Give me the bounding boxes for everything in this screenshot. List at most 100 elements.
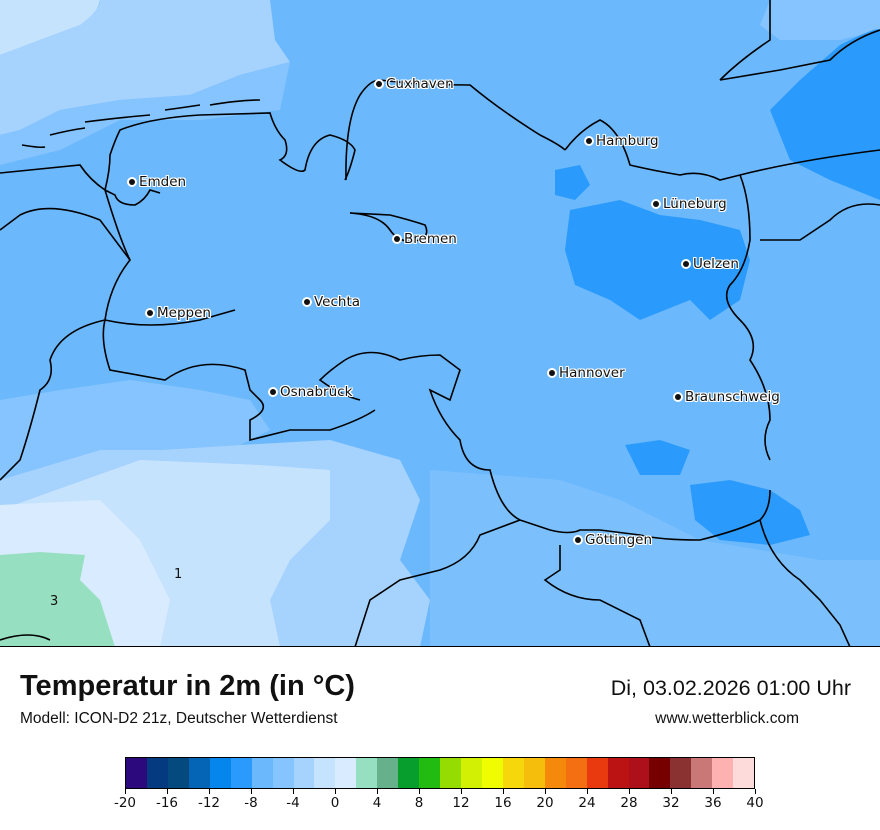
city-label: Cuxhaven xyxy=(386,76,454,92)
model-subtitle: Modell: ICON-D2 21z, Deutscher Wetterdie… xyxy=(20,710,338,727)
zone-hamburg-south xyxy=(555,165,590,200)
zone-east-south xyxy=(625,440,690,475)
city-vechta: Vechta xyxy=(304,294,360,310)
colorbar-segment xyxy=(272,758,294,788)
colorbar-segment xyxy=(481,758,503,788)
colorbar-tick-label: 36 xyxy=(704,795,722,811)
colorbar-segment xyxy=(586,758,608,788)
zone-braunschweig-east xyxy=(690,480,810,545)
zone-ne-coast xyxy=(760,0,880,40)
city-emden: Emden xyxy=(129,174,186,190)
colorbar-tick-label: 32 xyxy=(662,795,680,811)
city-marker-icon xyxy=(129,179,135,185)
colorbar-tick-label: 40 xyxy=(746,795,764,811)
colorbar-tick-label: 28 xyxy=(620,795,638,811)
city-label: Braunschweig xyxy=(685,389,780,405)
colorbar-tick xyxy=(713,789,714,794)
colorbar-tick-label: 0 xyxy=(330,795,340,811)
colorbar-segment xyxy=(293,758,315,788)
city-cuxhaven: Cuxhaven xyxy=(376,76,454,92)
colorbar-segment xyxy=(628,758,650,788)
city-label: Vechta xyxy=(314,294,361,310)
colorbar-segment xyxy=(209,758,231,788)
city-goettingen: Göttingen xyxy=(575,532,652,548)
colorbar-tick-label: -12 xyxy=(197,795,221,811)
colorbar-segment xyxy=(230,758,252,788)
colorbar-tick xyxy=(419,789,420,794)
city-marker-icon xyxy=(575,537,581,543)
colorbar-segment xyxy=(691,758,713,788)
colorbar-tick-label: -16 xyxy=(155,795,179,811)
colorbar-segment xyxy=(377,758,399,788)
city-marker-icon xyxy=(270,389,276,395)
colorbar-tick-label: 12 xyxy=(452,795,470,811)
colorbar-segment xyxy=(188,758,210,788)
city-uelzen: Uelzen xyxy=(683,256,739,272)
colorbar-segment xyxy=(251,758,273,788)
colorbar-segment xyxy=(314,758,336,788)
colorbar-segment xyxy=(712,758,734,788)
colorbar-tick-label: 24 xyxy=(578,795,596,811)
colorbar-segment xyxy=(502,758,524,788)
colorbar-tick xyxy=(587,789,588,794)
city-label: Osnabrück xyxy=(280,384,353,400)
colorbar-tick xyxy=(293,789,294,794)
city-label: Meppen xyxy=(157,305,211,321)
colorbar xyxy=(125,757,755,789)
colorbar-segment xyxy=(398,758,420,788)
colorbar-segment xyxy=(335,758,357,788)
city-marker-icon xyxy=(394,236,400,242)
colorbar-segment xyxy=(440,758,461,788)
map-layer xyxy=(0,0,880,646)
zone-cold-nw xyxy=(0,0,100,55)
colorbar-segment xyxy=(167,758,189,788)
colorbar-segment xyxy=(544,758,566,788)
city-label: Emden xyxy=(139,174,187,190)
colorbar-segment xyxy=(461,758,482,788)
city-label: Uelzen xyxy=(693,256,739,272)
colorbar-tick xyxy=(251,789,252,794)
colorbar-ticks: -20 -16 -12 -8 -4 0 4 8 12 16 20 24 28 32 36 40 xyxy=(114,789,764,819)
temperature-map: Cuxhaven Hamburg Emden Lüneburg Bremen U… xyxy=(0,0,880,647)
colorbar-tick xyxy=(671,789,672,794)
city-marker-icon xyxy=(549,370,555,376)
city-marker-icon xyxy=(683,261,689,267)
colorbar-tick xyxy=(377,789,378,794)
city-label: Göttingen xyxy=(585,532,653,548)
website-link[interactable]: www.wetterblick.com xyxy=(655,710,799,727)
colorbar-segment xyxy=(733,758,755,788)
city-meppen: Meppen xyxy=(147,305,211,321)
colorbar-tick-label: 20 xyxy=(536,795,554,811)
zone-south-mix xyxy=(430,470,880,646)
city-label: Hannover xyxy=(559,365,625,381)
zone-sw-band xyxy=(0,380,270,480)
city-lueneburg: Lüneburg xyxy=(653,196,727,212)
colorbar-tick-label: -8 xyxy=(244,795,258,811)
city-marker-icon xyxy=(304,299,310,305)
colorbar-segment xyxy=(356,758,378,788)
city-osnabrueck: Osnabrück xyxy=(270,384,352,400)
zone-ne-cold xyxy=(770,29,880,200)
colorbar-segment xyxy=(670,758,692,788)
colorbar-segment xyxy=(565,758,587,788)
city-marker-icon xyxy=(586,138,592,144)
map-title: Temperatur in 2m (in °C) xyxy=(20,670,355,702)
colorbar-tick xyxy=(545,789,546,794)
colorbar-tick-label: -4 xyxy=(286,795,300,811)
colorbar-tick xyxy=(125,789,126,794)
city-label: Lüneburg xyxy=(663,196,727,212)
zone-uelzen xyxy=(565,200,750,320)
zone-nw-sea xyxy=(0,0,290,135)
city-hamburg: Hamburg xyxy=(586,133,659,149)
colorbar-tick xyxy=(209,789,210,794)
contour-label: 3 xyxy=(50,594,59,609)
colorbar-tick-label: 8 xyxy=(414,795,424,811)
city-label: Hamburg xyxy=(596,133,659,149)
city-hannover: Hannover xyxy=(549,365,625,381)
forecast-datetime: Di, 03.02.2026 01:00 Uhr xyxy=(610,676,851,700)
colorbar-tick-label: 4 xyxy=(372,795,382,811)
colorbar-segment xyxy=(419,758,441,788)
zone-nw-band xyxy=(0,62,290,165)
colorbar-tick xyxy=(755,789,756,794)
colorbar-tick-label: 16 xyxy=(494,795,512,811)
